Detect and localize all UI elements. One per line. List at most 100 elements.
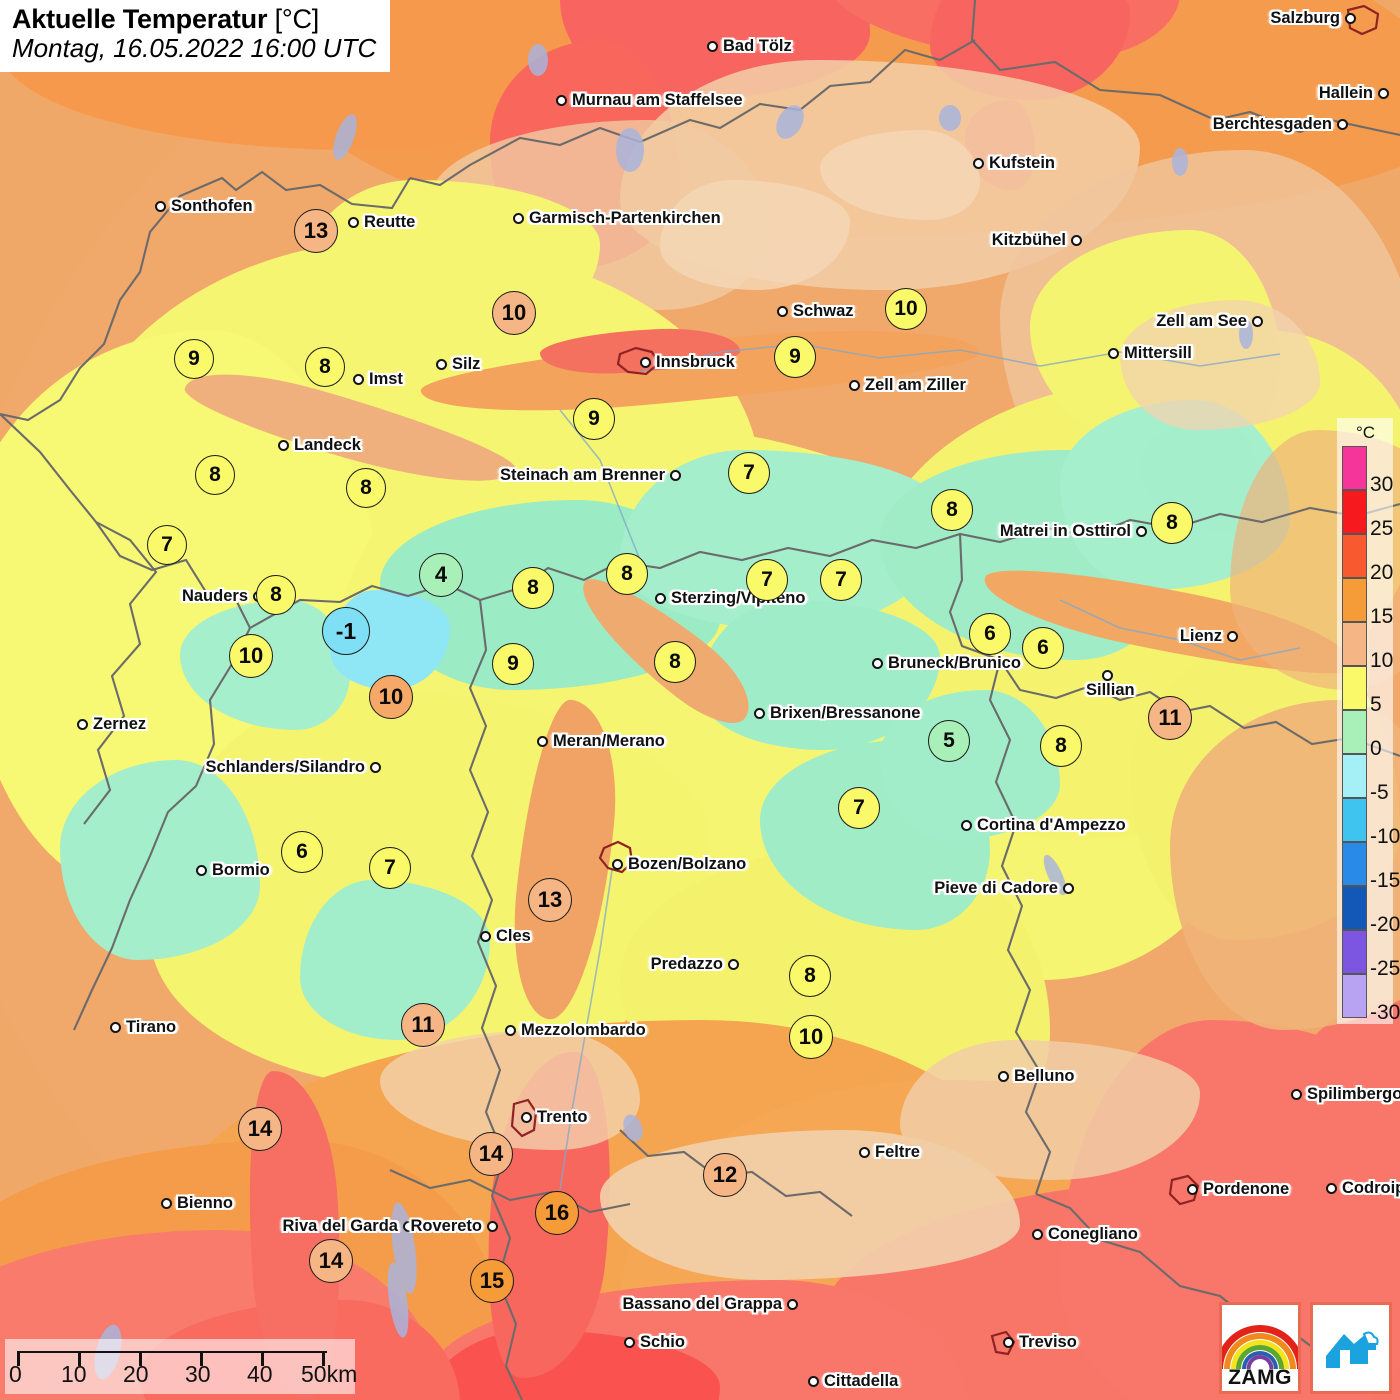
city-dot-icon — [1108, 348, 1119, 359]
city-label: Steinach am Brenner — [500, 466, 681, 485]
city-dot-icon — [155, 201, 166, 212]
city-dot-icon — [1291, 1089, 1302, 1100]
city-label: Hallein — [1319, 84, 1389, 103]
station-temperature-marker[interactable]: 8 — [256, 575, 296, 615]
station-temperature-marker[interactable]: 8 — [789, 955, 831, 997]
zamg-logo-text: ZAMG — [1228, 1366, 1292, 1389]
city-label: Bruneck/Brunico — [872, 654, 1021, 673]
station-temperature-marker[interactable]: -1 — [322, 607, 370, 655]
city-name: Treviso — [1019, 1333, 1077, 1351]
city-name: Mezzolombardo — [521, 1021, 646, 1039]
station-temperature-marker[interactable]: 8 — [512, 567, 554, 609]
legend-row: -20 — [1340, 886, 1400, 935]
station-temperature-marker[interactable]: 14 — [469, 1132, 513, 1176]
station-temperature-marker[interactable]: 9 — [774, 336, 816, 378]
city-dot-icon — [556, 95, 567, 106]
city-label: Kitzbühel — [992, 231, 1082, 250]
station-temperature-marker[interactable]: 14 — [238, 1107, 282, 1151]
legend-swatch — [1342, 534, 1367, 578]
city-dot-icon — [961, 820, 972, 831]
city-name: Cortina d'Ampezzo — [977, 816, 1126, 834]
city-dot-icon — [808, 1376, 819, 1387]
city-name: Feltre — [875, 1143, 920, 1161]
scale-tick-label: 40 — [247, 1361, 273, 1387]
scale-tick-label: 20 — [123, 1361, 149, 1387]
legend-row: 10 — [1340, 622, 1393, 671]
legend-row: -30 — [1340, 974, 1400, 1023]
city-label: Bormio — [196, 861, 270, 880]
city-label: Spilimbergo — [1291, 1085, 1400, 1104]
city-label: Trento — [521, 1108, 587, 1127]
city-dot-icon — [1136, 526, 1147, 537]
station-temperature-marker[interactable]: 10 — [885, 288, 927, 330]
city-name: Hallein — [1318, 84, 1373, 102]
city-dot-icon — [521, 1112, 532, 1123]
station-temperature-marker[interactable]: 6 — [1022, 627, 1064, 669]
station-temperature-marker[interactable]: 8 — [195, 455, 235, 495]
city-dot-icon — [1063, 883, 1074, 894]
page-title: Aktuelle Temperatur [°C] — [12, 4, 376, 34]
city-label: Belluno — [998, 1067, 1075, 1086]
station-temperature-marker[interactable]: 7 — [728, 452, 770, 494]
legend-swatch — [1342, 578, 1367, 622]
city-name: Lienz — [1179, 627, 1222, 645]
station-temperature-marker[interactable]: 8 — [1040, 725, 1082, 767]
city-dot-icon — [505, 1025, 516, 1036]
mountain-cloud-logo[interactable] — [1310, 1302, 1392, 1394]
city-label: Riva del Garda — [282, 1217, 414, 1236]
legend-swatch — [1342, 842, 1367, 886]
station-temperature-marker[interactable]: 10 — [229, 634, 273, 678]
station-temperature-marker[interactable]: 8 — [654, 641, 696, 683]
station-temperature-marker[interactable]: 8 — [1151, 502, 1193, 544]
station-temperature-marker[interactable]: 10 — [492, 291, 536, 335]
station-temperature-marker[interactable]: 8 — [931, 489, 973, 531]
legend-swatch — [1342, 710, 1367, 754]
scale-labels: 0 10 20 30 40 50km — [5, 1361, 357, 1391]
station-temperature-marker[interactable]: 9 — [174, 339, 214, 379]
legend-swatch — [1342, 446, 1367, 490]
city-label: Brixen/Bressanone — [754, 704, 920, 723]
station-temperature-marker[interactable]: 5 — [928, 720, 970, 762]
city-label: Bassano del Grappa — [622, 1295, 798, 1314]
zamg-logo[interactable]: ZAMG — [1219, 1302, 1301, 1394]
city-name: Bormio — [212, 861, 270, 879]
station-temperature-marker[interactable]: 7 — [746, 559, 788, 601]
station-temperature-marker[interactable]: 11 — [401, 1003, 445, 1047]
station-temperature-marker[interactable]: 8 — [606, 553, 648, 595]
city-label: Zernez — [77, 715, 146, 734]
station-temperature-marker[interactable]: 9 — [573, 398, 615, 440]
city-dot-icon — [640, 357, 651, 368]
city-label: Nauders — [182, 587, 264, 606]
city-name: Sterzing/Vipiteno — [671, 589, 806, 607]
station-temperature-marker[interactable]: 7 — [369, 847, 411, 889]
station-temperature-marker[interactable]: 7 — [838, 787, 880, 829]
station-temperature-marker[interactable]: 7 — [820, 559, 862, 601]
legend-swatch — [1342, 490, 1367, 534]
city-dot-icon — [480, 931, 491, 942]
station-temperature-marker[interactable]: 6 — [969, 613, 1011, 655]
city-label: Sillian — [1081, 670, 1135, 700]
title-datetime: Montag, 16.05.2022 16:00 UTC — [12, 33, 377, 64]
station-temperature-marker[interactable]: 6 — [281, 831, 323, 873]
title-box: Aktuelle Temperatur [°C] Montag, 16.05.2… — [0, 0, 391, 73]
station-temperature-marker[interactable]: 8 — [305, 347, 345, 387]
station-temperature-marker[interactable]: 11 — [1148, 696, 1192, 740]
station-temperature-marker[interactable]: 14 — [309, 1239, 353, 1283]
station-temperature-marker[interactable]: 15 — [470, 1259, 514, 1303]
station-temperature-marker[interactable]: 4 — [419, 553, 463, 597]
city-name: Rovereto — [410, 1217, 482, 1235]
city-label: Predazzo — [651, 955, 739, 974]
station-temperature-marker[interactable]: 8 — [346, 468, 386, 508]
city-name: Meran/Merano — [553, 732, 665, 750]
station-temperature-marker[interactable]: 13 — [294, 209, 338, 253]
station-temperature-marker[interactable]: 12 — [703, 1153, 747, 1197]
city-name: Sonthofen — [171, 197, 253, 215]
city-dot-icon — [370, 762, 381, 773]
station-temperature-marker[interactable]: 9 — [492, 643, 534, 685]
station-temperature-marker[interactable]: 13 — [528, 878, 572, 922]
station-temperature-marker[interactable]: 16 — [535, 1191, 579, 1235]
station-temperature-marker[interactable]: 10 — [369, 675, 413, 719]
city-label: Zell am See — [1156, 312, 1263, 331]
station-temperature-marker[interactable]: 7 — [147, 525, 187, 565]
station-temperature-marker[interactable]: 10 — [789, 1015, 833, 1059]
